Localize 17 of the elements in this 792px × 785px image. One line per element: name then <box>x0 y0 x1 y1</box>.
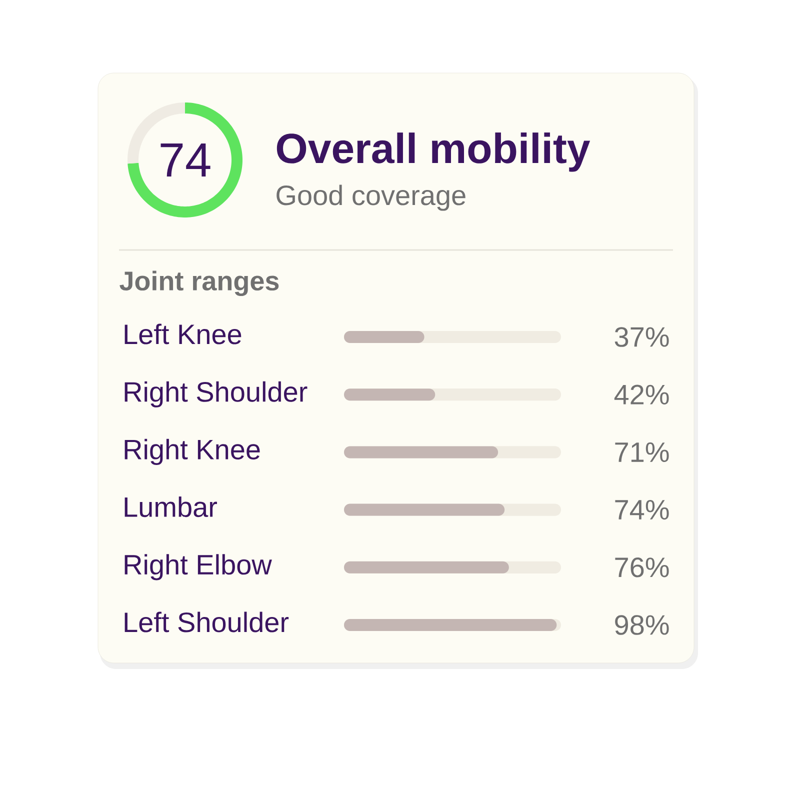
bar <box>344 619 557 631</box>
data-label: 76% <box>615 558 669 578</box>
data-label: 42% <box>614 384 669 404</box>
y-tick-label: Left Knee <box>124 324 242 344</box>
text: Good coverage <box>276 184 466 211</box>
data-label: 71% <box>615 442 669 462</box>
data-label: 74% <box>615 500 669 520</box>
data-label: 98% <box>615 615 669 635</box>
y-tick-label: Right Knee <box>124 438 260 466</box>
text: Overall mobility <box>276 132 590 172</box>
y-tick-label: Right Elbow <box>124 554 272 580</box>
chart-title: Joint ranges <box>120 270 279 296</box>
y-tick-label: Left Shoulder <box>124 612 289 632</box>
data-label: 74 <box>160 143 210 177</box>
data-label: 37% <box>614 327 669 347</box>
y-tick-label: Lumbar <box>124 496 217 518</box>
y-tick-label: Right Shoulder <box>124 381 308 408</box>
